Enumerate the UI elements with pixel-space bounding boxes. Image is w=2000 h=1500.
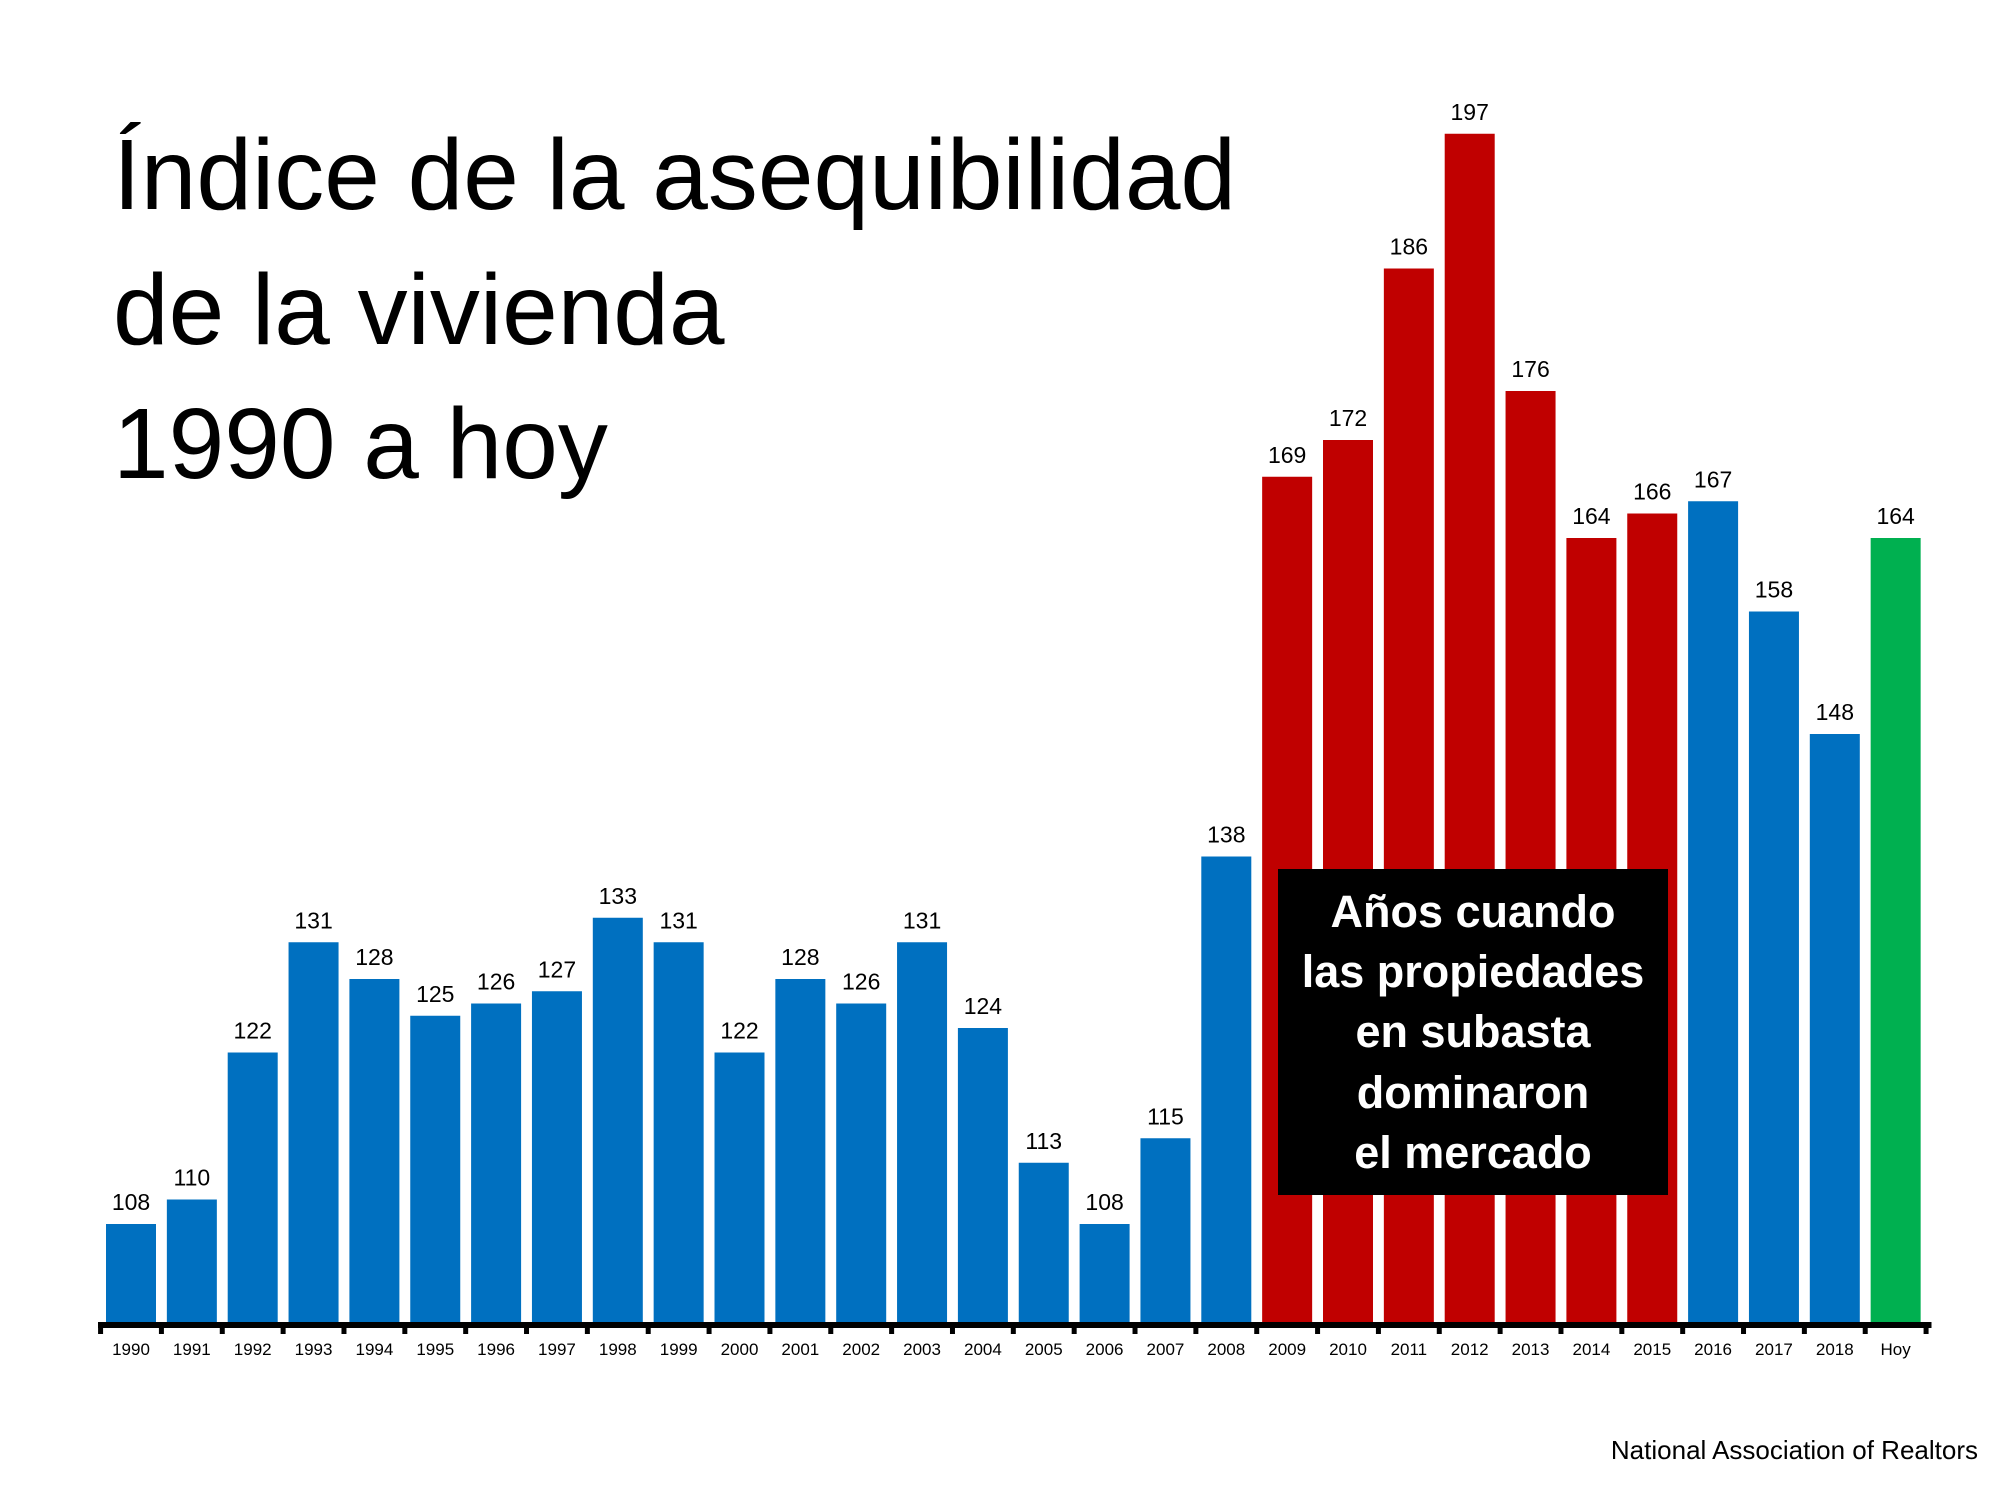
x-tick-label-2003: 2003 xyxy=(903,1340,941,1359)
data-label-2009: 169 xyxy=(1268,442,1306,468)
title-line-3: 1990 a hoy xyxy=(113,388,608,500)
bar-2003 xyxy=(897,942,948,1322)
annotation-line-3: en subasta xyxy=(1355,1006,1591,1057)
data-label-2000: 122 xyxy=(720,1018,758,1044)
x-tick-label-1994: 1994 xyxy=(355,1340,393,1359)
x-tick-label-Hoy: Hoy xyxy=(1881,1340,1912,1359)
x-tick-label-1991: 1991 xyxy=(173,1340,211,1359)
x-axis: 1990 1991 1992 1993 1994 1995 1996 1997 1998 1999… xyxy=(98,1322,1932,1359)
annotation-line-2: las propiedades xyxy=(1302,946,1645,997)
data-label-2005: 113 xyxy=(1025,1128,1062,1154)
bar-1998 xyxy=(592,917,643,1322)
source-credit: National Association of Realtors xyxy=(1611,1435,1978,1465)
bar-2001 xyxy=(775,979,826,1322)
x-tick-label-1990: 1990 xyxy=(112,1340,150,1359)
data-label-Hoy: 164 xyxy=(1876,503,1915,529)
data-label-2017: 158 xyxy=(1755,577,1793,603)
x-tick-label-2006: 2006 xyxy=(1086,1340,1124,1359)
bar-1991 xyxy=(166,1199,217,1322)
bar-1994 xyxy=(349,979,400,1322)
x-tick-label-2013: 2013 xyxy=(1512,1340,1550,1359)
title-line-1: Índice de la asequibilidad xyxy=(113,119,1236,231)
bar-2008 xyxy=(1201,856,1252,1322)
annotation-background xyxy=(1278,869,1668,1195)
data-label-2008: 138 xyxy=(1207,822,1245,848)
data-label-2007: 115 xyxy=(1147,1103,1184,1129)
x-tick-label-2010: 2010 xyxy=(1329,1340,1367,1359)
data-label-1994: 128 xyxy=(355,944,393,970)
bar-Hoy xyxy=(1870,538,1921,1322)
bar-1992 xyxy=(227,1052,278,1322)
annotation-line-5: el mercado xyxy=(1354,1127,1592,1178)
data-label-1999: 131 xyxy=(659,907,697,933)
bar-1999 xyxy=(653,942,704,1322)
data-label-2018: 148 xyxy=(1816,699,1854,725)
annotation-line-4: dominaron xyxy=(1357,1067,1590,1118)
data-label-1998: 133 xyxy=(599,883,637,909)
data-label-2014: 164 xyxy=(1572,503,1611,529)
bar-2018 xyxy=(1809,734,1860,1322)
annotation-line-1: Años cuando xyxy=(1330,886,1615,937)
data-label-2003: 131 xyxy=(903,907,941,933)
data-label-2015: 166 xyxy=(1633,479,1671,505)
data-label-2001: 128 xyxy=(781,944,819,970)
x-tick-label-2018: 2018 xyxy=(1816,1340,1854,1359)
bar-1996 xyxy=(471,1003,522,1322)
x-tick-label-2017: 2017 xyxy=(1755,1340,1793,1359)
bar-1990 xyxy=(106,1224,156,1322)
x-tick-label-2005: 2005 xyxy=(1025,1340,1063,1359)
bar-2000 xyxy=(714,1052,765,1322)
bar-2017 xyxy=(1748,611,1799,1322)
bar-2005 xyxy=(1018,1162,1069,1322)
bar-1997 xyxy=(531,991,582,1322)
data-label-2016: 167 xyxy=(1694,466,1732,492)
x-tick-label-2001: 2001 xyxy=(781,1340,819,1359)
x-tick-label-1997: 1997 xyxy=(538,1340,576,1359)
data-label-2013: 176 xyxy=(1511,356,1549,382)
x-tick-label-2004: 2004 xyxy=(964,1340,1002,1359)
data-label-2006: 108 xyxy=(1085,1189,1123,1215)
x-tick-label-2011: 2011 xyxy=(1391,1340,1428,1359)
x-tick-label-1996: 1996 xyxy=(477,1340,515,1359)
x-tick-label-1998: 1998 xyxy=(599,1340,637,1359)
x-tick-label-1995: 1995 xyxy=(416,1340,454,1359)
data-label-1996: 126 xyxy=(477,969,515,995)
x-tick-label-2009: 2009 xyxy=(1268,1340,1306,1359)
chart-title: Índice de la asequibilidad de la viviend… xyxy=(113,119,1236,500)
bar-2016 xyxy=(1688,501,1739,1322)
x-tick-label-2016: 2016 xyxy=(1694,1340,1732,1359)
x-tick-label-2014: 2014 xyxy=(1572,1340,1610,1359)
bar-1993 xyxy=(288,942,339,1322)
x-tick-label-2007: 2007 xyxy=(1147,1340,1185,1359)
x-tick-label-2000: 2000 xyxy=(721,1340,759,1359)
x-tick-label-1992: 1992 xyxy=(234,1340,272,1359)
bar-2002 xyxy=(836,1003,887,1322)
bar-2004 xyxy=(957,1028,1008,1322)
data-label-2010: 172 xyxy=(1329,405,1367,431)
bar-2006 xyxy=(1079,1224,1130,1322)
bar-2007 xyxy=(1140,1138,1191,1322)
x-tick-label-1999: 1999 xyxy=(660,1340,698,1359)
x-tick-label-2008: 2008 xyxy=(1207,1340,1245,1359)
data-label-1992: 122 xyxy=(234,1018,272,1044)
annotation-box: Años cuando las propiedades en subasta d… xyxy=(1278,869,1668,1195)
data-label-1997: 127 xyxy=(538,956,576,982)
x-tick-label-1993: 1993 xyxy=(295,1340,333,1359)
x-tick-label-2002: 2002 xyxy=(842,1340,880,1359)
data-label-2012: 197 xyxy=(1451,99,1489,125)
data-label-1993: 131 xyxy=(294,907,332,933)
x-tick-label-2015: 2015 xyxy=(1633,1340,1671,1359)
data-label-1990: 108 xyxy=(112,1189,150,1215)
data-label-1995: 125 xyxy=(416,981,454,1007)
bar-1995 xyxy=(410,1015,461,1322)
data-label-2004: 124 xyxy=(964,993,1003,1019)
data-label-2011: 186 xyxy=(1390,234,1428,260)
title-line-2: de la vivienda xyxy=(113,254,725,366)
x-tick-label-2012: 2012 xyxy=(1451,1340,1489,1359)
data-label-2002: 126 xyxy=(842,969,880,995)
data-label-1991: 110 xyxy=(174,1165,211,1191)
